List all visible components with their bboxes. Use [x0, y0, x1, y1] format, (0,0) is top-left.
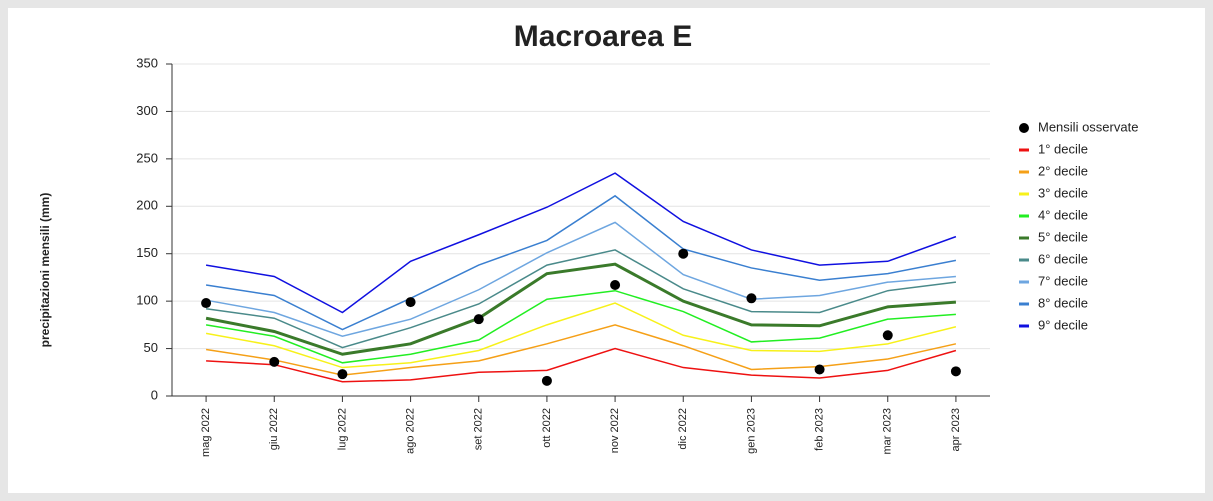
decile-line — [205, 172, 957, 314]
legend-label: 7° decile — [1038, 273, 1088, 288]
legend-label: 6° decile — [1038, 251, 1088, 266]
x-tick-label: nov 2022 — [609, 408, 621, 453]
decile-line — [205, 302, 957, 369]
y-tick-label: 100 — [136, 293, 158, 308]
legend-label: 2° decile — [1038, 163, 1088, 178]
x-tick-label: ago 2022 — [404, 408, 416, 454]
y-tick-label: 250 — [136, 150, 158, 165]
observed-point — [337, 369, 348, 380]
chart-title: Macroarea E — [514, 20, 692, 53]
decile-line — [205, 221, 956, 338]
x-tick-label: apr 2023 — [950, 408, 962, 451]
y-tick-label: 300 — [136, 103, 158, 118]
y-tick-label: 350 — [136, 55, 158, 70]
observed-point — [882, 330, 893, 341]
x-tick-label: set 2022 — [473, 408, 485, 450]
observed-point — [610, 280, 621, 291]
x-tick-label: mar 2023 — [882, 408, 894, 454]
y-tick-label: 0 — [151, 387, 158, 402]
legend-label: 3° decile — [1038, 185, 1088, 200]
observed-point — [814, 364, 825, 375]
decile-line — [205, 194, 957, 331]
x-tick-label: mag 2022 — [200, 408, 212, 457]
x-tick-label: gen 2023 — [745, 408, 757, 454]
decile-line — [205, 289, 956, 364]
legend-label: 8° decile — [1038, 295, 1088, 310]
legend-label: 4° decile — [1038, 207, 1088, 222]
y-axis-label: precipitazioni mensili (mm) — [38, 193, 52, 348]
observed-point — [201, 298, 212, 309]
decile-line — [206, 347, 957, 383]
legend-marker — [1019, 123, 1029, 133]
observed-point — [678, 248, 689, 259]
legend-label: 9° decile — [1038, 317, 1088, 332]
y-tick-label: 200 — [136, 198, 158, 213]
x-tick-label: lug 2022 — [336, 408, 348, 450]
x-tick-label: feb 2023 — [813, 408, 825, 451]
observed-point — [269, 356, 280, 367]
observed-point — [950, 366, 961, 377]
decile-line — [205, 249, 957, 349]
x-tick-label: ott 2022 — [541, 408, 553, 448]
observed-point — [746, 293, 757, 304]
y-tick-label: 150 — [136, 245, 158, 260]
decile-line — [205, 324, 957, 376]
observed-point — [473, 314, 484, 325]
x-tick-label: dic 2022 — [677, 408, 689, 450]
observed-point — [405, 297, 416, 308]
legend-label: 5° decile — [1038, 229, 1088, 244]
legend-label: Mensili osservate — [1038, 119, 1138, 134]
decile-line — [205, 262, 957, 356]
x-tick-label: giu 2022 — [268, 408, 280, 450]
observed-point — [541, 375, 552, 386]
legend-label: 1° decile — [1038, 141, 1088, 156]
y-tick-label: 50 — [144, 340, 158, 355]
